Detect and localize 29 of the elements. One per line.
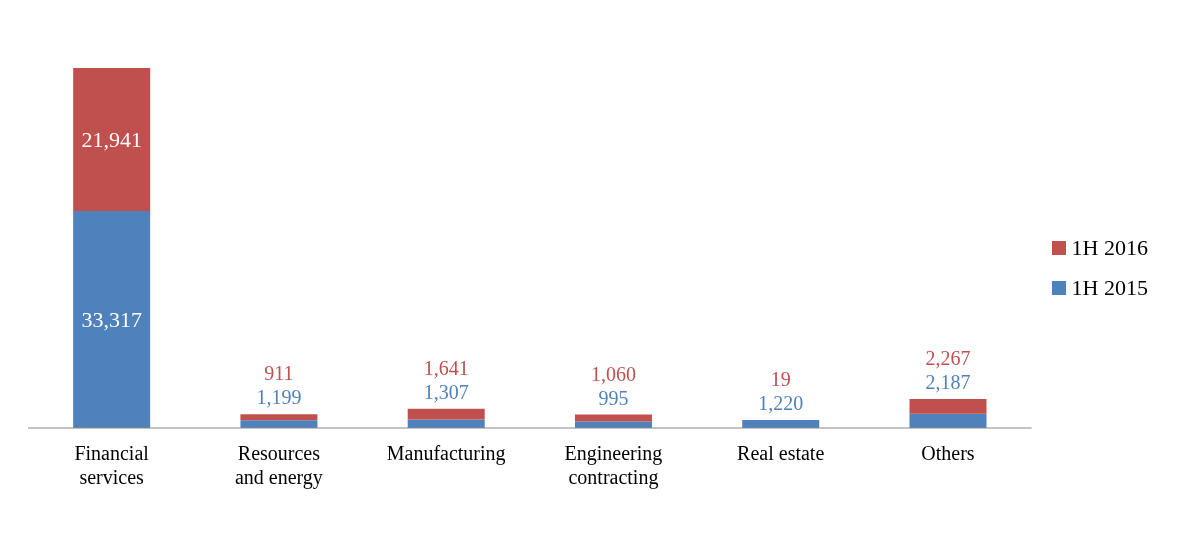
data-label: 33,317: [81, 306, 142, 332]
x-tick-label: Financial services: [74, 442, 150, 488]
x-tick-label: Resources and energy: [234, 442, 323, 489]
legend-label: 1H 2015: [1071, 275, 1148, 301]
bar: [407, 408, 485, 420]
bar: [407, 419, 485, 428]
bar: [574, 414, 652, 422]
data-label: 1,199: [256, 386, 302, 409]
legend-label: 1H 2016: [1071, 235, 1148, 261]
bar: [73, 210, 151, 428]
bar: [909, 413, 987, 428]
data-label: 19: [770, 367, 791, 390]
data-label: 2,267: [925, 346, 971, 369]
data-label: 2,187: [925, 370, 971, 393]
bar: [240, 420, 318, 428]
bar: [240, 414, 318, 421]
x-tick-label: Others: [921, 442, 975, 464]
x-tick-label: Real estate: [737, 442, 825, 464]
data-label: 21,941: [81, 126, 142, 152]
data-label: 1,060: [590, 362, 636, 385]
x-tick-label: Engineering contracting: [564, 442, 663, 489]
bar: [73, 68, 151, 211]
data-label: 1,220: [758, 391, 804, 414]
data-label: 995: [598, 386, 629, 409]
data-label: 911: [264, 362, 294, 385]
data-label: 1,641: [423, 356, 469, 379]
x-tick-label: Manufacturing: [386, 442, 506, 465]
bar: [909, 398, 987, 414]
data-label: 1,307: [423, 380, 469, 403]
